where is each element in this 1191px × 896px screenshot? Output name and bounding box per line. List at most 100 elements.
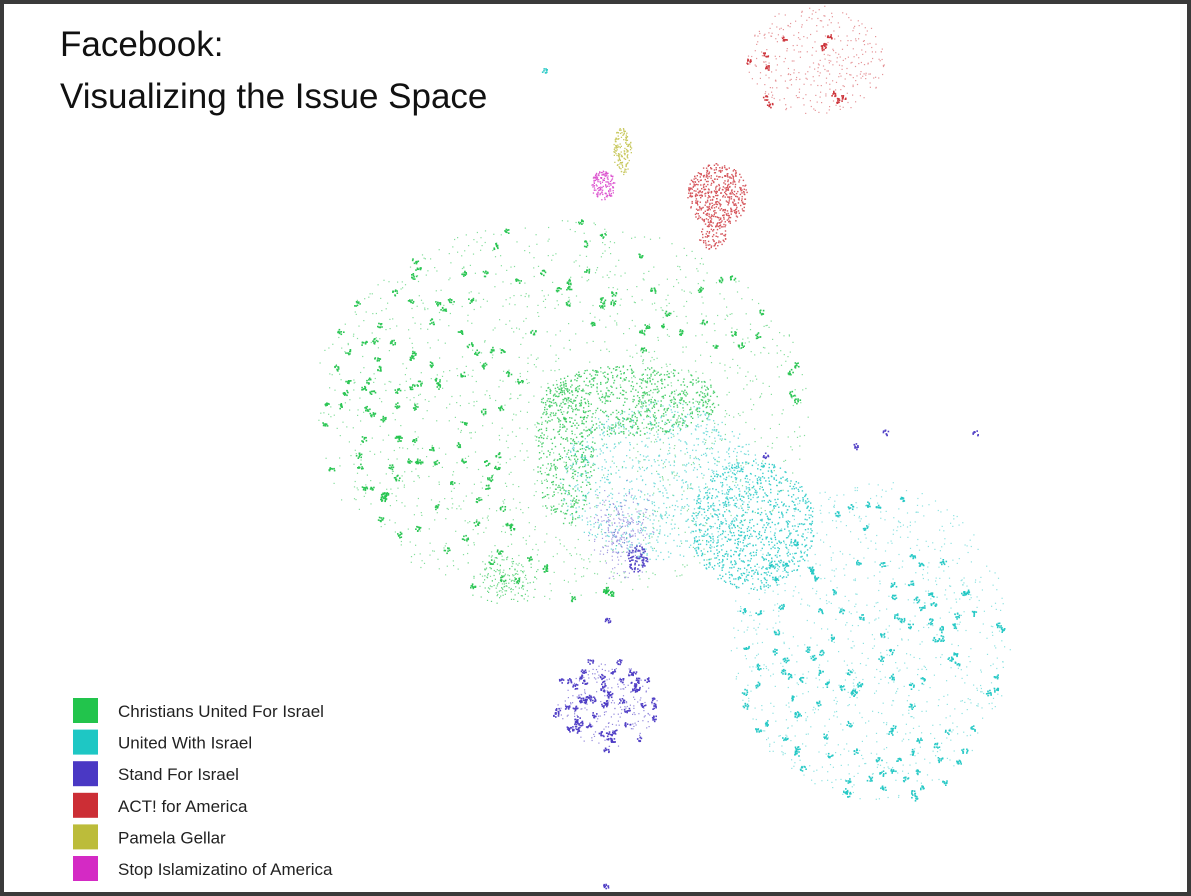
cluster: [664, 310, 672, 317]
node: [618, 366, 620, 369]
node: [586, 269, 588, 272]
node: [578, 515, 580, 517]
node: [604, 544, 606, 547]
node: [735, 334, 737, 336]
node: [652, 572, 654, 574]
node: [655, 417, 657, 419]
node: [658, 473, 660, 475]
node: [576, 391, 579, 393]
node: [776, 437, 778, 439]
node: [508, 372, 510, 375]
node: [413, 357, 415, 360]
node: [474, 353, 477, 355]
node: [665, 522, 667, 524]
node: [586, 459, 589, 462]
node: [407, 461, 409, 463]
node: [659, 374, 661, 376]
node: [552, 509, 555, 511]
node: [649, 380, 651, 383]
node: [385, 329, 387, 331]
node: [397, 533, 399, 535]
node: [489, 395, 491, 397]
node: [622, 417, 624, 419]
node: [518, 554, 520, 557]
node: [460, 374, 462, 377]
node: [730, 514, 732, 517]
node: [612, 393, 614, 396]
node: [366, 382, 368, 384]
node: [725, 468, 727, 470]
node: [559, 409, 562, 411]
node: [688, 546, 691, 548]
node: [696, 468, 698, 471]
node: [689, 412, 692, 414]
node: [727, 503, 729, 505]
node: [640, 256, 642, 259]
node: [517, 600, 519, 602]
node: [607, 586, 609, 589]
node: [608, 350, 610, 353]
node: [726, 491, 728, 494]
node: [586, 523, 589, 526]
node: [726, 484, 728, 486]
node: [632, 498, 634, 500]
node: [411, 342, 413, 344]
node: [656, 440, 658, 443]
node: [601, 396, 603, 398]
node: [484, 569, 486, 571]
cluster: [640, 347, 647, 354]
node: [501, 427, 503, 429]
node: [480, 497, 482, 499]
node: [589, 392, 591, 394]
node: [566, 288, 568, 291]
node: [537, 569, 539, 571]
node: [543, 270, 546, 272]
node: [389, 342, 392, 345]
node: [698, 486, 700, 488]
node: [494, 465, 497, 468]
node: [385, 495, 387, 497]
node: [583, 245, 586, 248]
node: [646, 416, 648, 418]
node: [529, 252, 531, 254]
node: [505, 440, 508, 442]
cluster: [456, 442, 462, 449]
node: [682, 351, 684, 353]
node: [680, 540, 682, 542]
node: [510, 283, 512, 285]
node: [754, 488, 756, 490]
node: [487, 590, 489, 592]
node: [756, 337, 759, 339]
node: [630, 496, 632, 498]
node: [541, 497, 544, 499]
node: [733, 435, 735, 437]
node: [613, 303, 615, 305]
node: [535, 439, 537, 441]
node: [364, 487, 367, 490]
node: [512, 483, 514, 486]
node: [429, 347, 431, 349]
node: [607, 590, 609, 592]
node: [605, 382, 607, 384]
node: [612, 375, 614, 377]
node: [780, 364, 783, 366]
node: [546, 437, 548, 440]
node: [756, 335, 759, 338]
node: [545, 413, 547, 416]
node: [685, 391, 688, 394]
node: [638, 532, 641, 534]
node: [707, 417, 709, 419]
node: [692, 379, 694, 381]
node: [413, 352, 416, 354]
node: [366, 405, 368, 408]
node: [328, 413, 330, 415]
node: [703, 432, 705, 434]
node: [571, 513, 573, 515]
node: [637, 425, 639, 428]
node: [435, 290, 437, 292]
node: [763, 325, 765, 327]
node: [396, 392, 399, 394]
node: [681, 498, 683, 500]
node: [551, 405, 553, 407]
node: [647, 493, 649, 495]
